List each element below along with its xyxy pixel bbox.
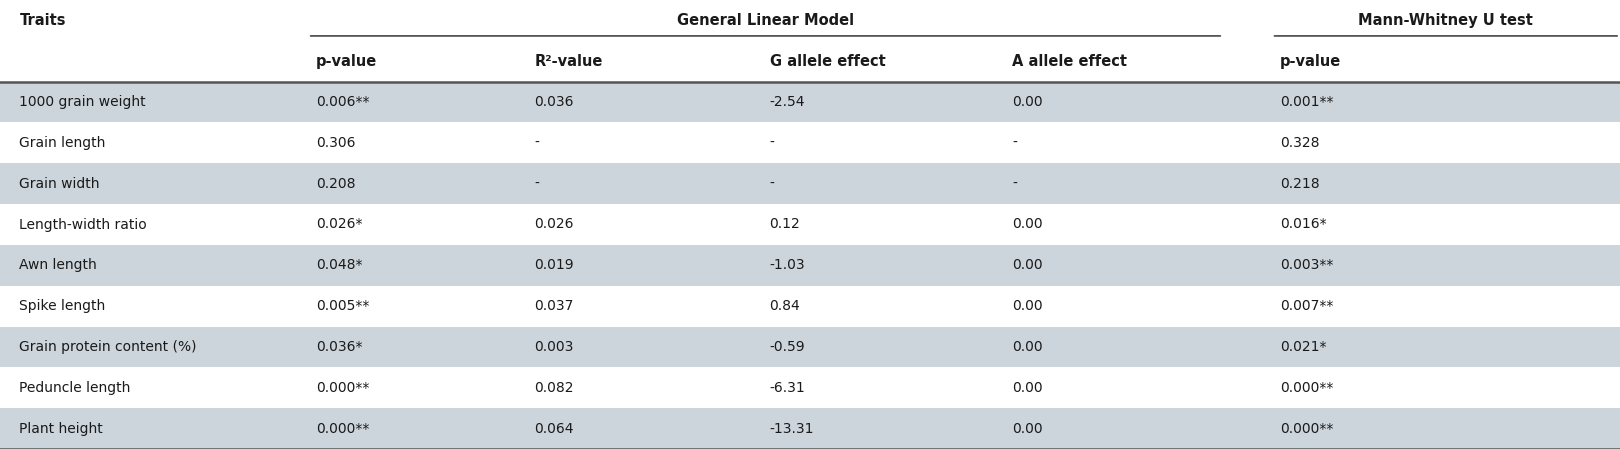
Bar <box>0 245 1620 286</box>
Bar <box>0 163 1620 204</box>
Text: 0.003: 0.003 <box>535 340 573 354</box>
Text: 0.00: 0.00 <box>1012 217 1043 232</box>
Text: 0.007**: 0.007** <box>1280 299 1333 313</box>
Bar <box>0 408 1620 449</box>
Text: Mann-Whitney U test: Mann-Whitney U test <box>1359 13 1533 28</box>
Text: 0.000**: 0.000** <box>316 381 369 395</box>
Text: Grain protein content (%): Grain protein content (%) <box>19 340 198 354</box>
Text: R²-value: R²-value <box>535 54 603 69</box>
Text: -6.31: -6.31 <box>770 381 805 395</box>
Text: p-value: p-value <box>1280 54 1341 69</box>
Text: -: - <box>1012 136 1017 150</box>
Text: 0.001**: 0.001** <box>1280 95 1333 109</box>
Text: 0.208: 0.208 <box>316 177 355 191</box>
Text: 0.306: 0.306 <box>316 136 355 150</box>
Bar <box>0 82 1620 123</box>
Text: 0.036: 0.036 <box>535 95 573 109</box>
Text: -2.54: -2.54 <box>770 95 805 109</box>
Text: 0.00: 0.00 <box>1012 422 1043 436</box>
Text: -0.59: -0.59 <box>770 340 805 354</box>
Text: 0.00: 0.00 <box>1012 95 1043 109</box>
Text: 0.026: 0.026 <box>535 217 573 232</box>
Text: 0.082: 0.082 <box>535 381 573 395</box>
Text: 0.00: 0.00 <box>1012 340 1043 354</box>
Text: 0.000**: 0.000** <box>316 422 369 436</box>
Text: 0.037: 0.037 <box>535 299 573 313</box>
Text: 0.84: 0.84 <box>770 299 800 313</box>
Text: G allele effect: G allele effect <box>770 54 885 69</box>
Text: 0.000**: 0.000** <box>1280 381 1333 395</box>
Bar <box>0 326 1620 367</box>
Text: -13.31: -13.31 <box>770 422 813 436</box>
Text: 0.026*: 0.026* <box>316 217 363 232</box>
Text: 0.005**: 0.005** <box>316 299 369 313</box>
Text: -: - <box>535 177 539 191</box>
Text: 0.003**: 0.003** <box>1280 258 1333 272</box>
Text: 0.048*: 0.048* <box>316 258 363 272</box>
Text: -: - <box>770 177 774 191</box>
Text: Grain width: Grain width <box>19 177 100 191</box>
Text: Traits: Traits <box>19 13 66 28</box>
Text: General Linear Model: General Linear Model <box>677 13 854 28</box>
Text: Spike length: Spike length <box>19 299 105 313</box>
Text: 0.036*: 0.036* <box>316 340 363 354</box>
Text: 0.218: 0.218 <box>1280 177 1319 191</box>
Text: A allele effect: A allele effect <box>1012 54 1128 69</box>
Text: 0.019: 0.019 <box>535 258 573 272</box>
Text: Grain length: Grain length <box>19 136 105 150</box>
Text: 1000 grain weight: 1000 grain weight <box>19 95 146 109</box>
Text: -: - <box>770 136 774 150</box>
Text: Plant height: Plant height <box>19 422 104 436</box>
Text: 0.00: 0.00 <box>1012 258 1043 272</box>
Text: Peduncle length: Peduncle length <box>19 381 131 395</box>
Text: 0.000**: 0.000** <box>1280 422 1333 436</box>
Text: 0.328: 0.328 <box>1280 136 1319 150</box>
Text: -: - <box>1012 177 1017 191</box>
Text: 0.00: 0.00 <box>1012 381 1043 395</box>
Text: Awn length: Awn length <box>19 258 97 272</box>
Text: -: - <box>535 136 539 150</box>
Text: 0.00: 0.00 <box>1012 299 1043 313</box>
Text: -1.03: -1.03 <box>770 258 805 272</box>
Text: 0.016*: 0.016* <box>1280 217 1327 232</box>
Text: 0.12: 0.12 <box>770 217 800 232</box>
Text: p-value: p-value <box>316 54 377 69</box>
Text: 0.064: 0.064 <box>535 422 573 436</box>
Text: 0.006**: 0.006** <box>316 95 369 109</box>
Text: Length-width ratio: Length-width ratio <box>19 217 147 232</box>
Text: 0.021*: 0.021* <box>1280 340 1327 354</box>
